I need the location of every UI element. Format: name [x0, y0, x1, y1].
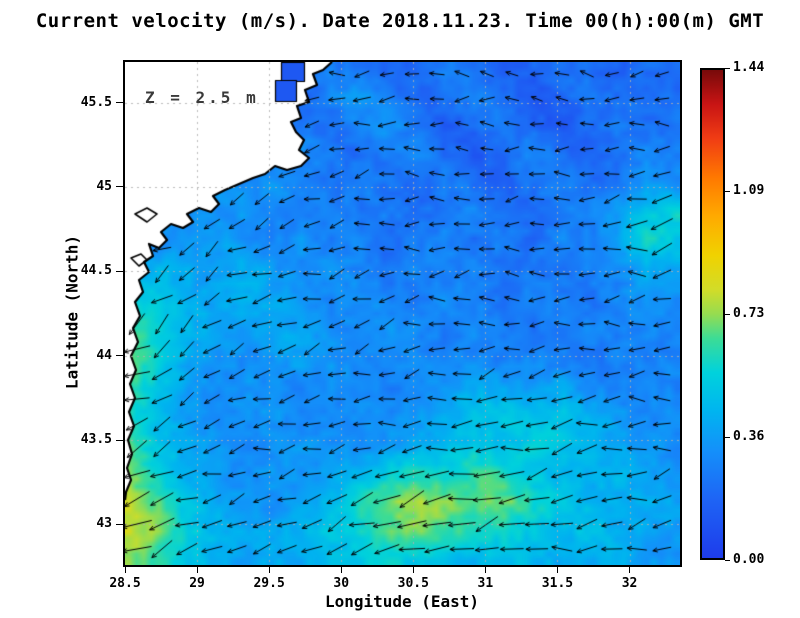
x-tick-label: 31 — [477, 576, 494, 591]
x-tick-label: 30.5 — [397, 576, 429, 591]
y-tick-mark — [116, 186, 123, 188]
x-tick-label: 32 — [621, 576, 638, 591]
x-tick-label: 30 — [333, 576, 350, 591]
x-axis-label: Longitude (East) — [324, 592, 480, 611]
x-tick-mark — [484, 567, 486, 573]
x-tick-label: 28.5 — [109, 576, 141, 591]
colorbar-tick-label: 1.44 — [733, 60, 765, 75]
x-tick-mark — [412, 567, 414, 573]
colorbar-tick-mark — [725, 67, 730, 69]
y-tick-label: 44.5 — [80, 263, 112, 279]
x-tick-mark — [196, 567, 198, 573]
colorbar-tick-label: 0.00 — [733, 552, 765, 567]
x-tick-mark — [268, 567, 270, 573]
colorbar-gradient — [700, 68, 725, 560]
y-tick-label: 45 — [96, 178, 112, 194]
y-axis-label: Latitude (North) — [62, 234, 82, 390]
x-tick-label: 29.5 — [253, 576, 285, 591]
x-tick-mark — [340, 567, 342, 573]
figure-title: Current velocity (m/s). Date 2018.11.23.… — [35, 10, 765, 32]
y-tick-label: 45.5 — [80, 94, 112, 110]
y-tick-label: 43.5 — [80, 432, 112, 448]
x-tick-mark — [556, 567, 558, 573]
colorbar-tick-label: 1.09 — [733, 183, 765, 198]
y-tick-label: 44 — [96, 347, 112, 363]
x-tick-label: 29 — [189, 576, 205, 591]
colorbar-tick-mark — [725, 313, 730, 315]
plot-area: Z = 2.5 m — [123, 60, 682, 567]
y-tick-label: 43 — [96, 516, 112, 532]
colorbar-tick-label: 0.36 — [733, 429, 765, 444]
colorbar-tick-mark — [725, 190, 730, 192]
x-tick-mark — [629, 567, 631, 573]
y-tick-mark — [116, 523, 123, 525]
x-tick-label: 31.5 — [541, 576, 574, 591]
depth-annotation: Z = 2.5 m — [145, 88, 259, 107]
velocity-map-canvas — [125, 62, 680, 565]
x-tick-mark — [124, 567, 126, 573]
colorbar-tick-mark — [725, 436, 730, 438]
y-tick-mark — [116, 270, 123, 272]
colorbar-tick-mark — [725, 559, 730, 561]
y-tick-mark — [116, 102, 123, 103]
y-tick-mark — [116, 355, 123, 357]
colorbar-tick-label: 0.73 — [733, 306, 765, 321]
y-tick-mark — [116, 439, 123, 441]
